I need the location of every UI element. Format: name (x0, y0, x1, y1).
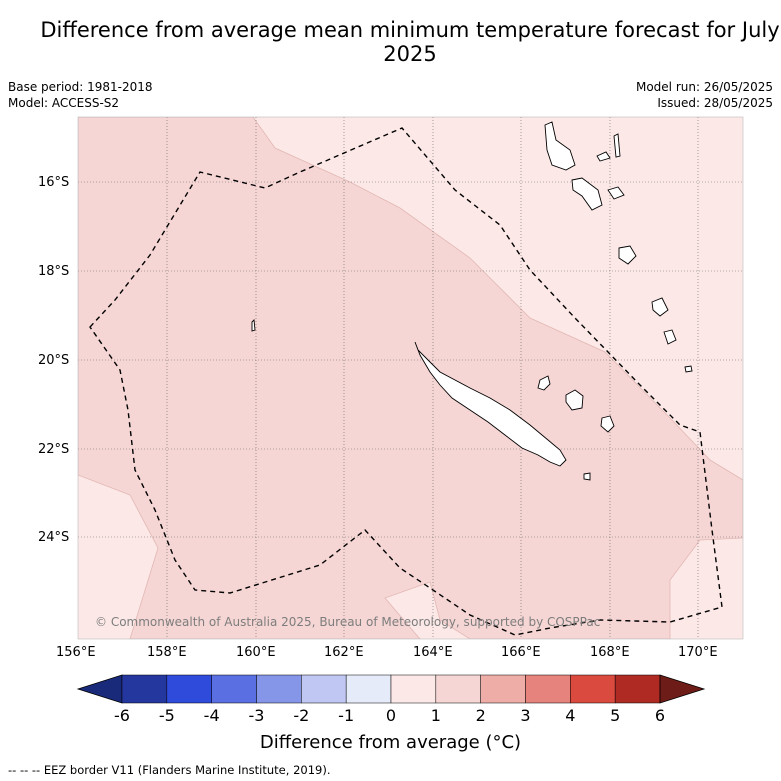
colorbar-box-3 (256, 674, 302, 704)
colorbar-tick-label: 3 (520, 706, 531, 725)
metadata-left: Base period: 1981-2018 Model: ACCESS-S2 (8, 79, 153, 111)
vanuatu-malekula (571, 177, 603, 211)
graticule (78, 117, 743, 639)
lat-label-22: 22°S (38, 442, 70, 457)
colorbar-tick-label: 0 (385, 706, 397, 725)
vanuatu-aneityum (684, 365, 693, 373)
colorbar-tick-label: 2 (475, 706, 486, 725)
lon-label-158: 158°E (147, 645, 187, 660)
vanuatu-efate (618, 245, 637, 265)
loyalty-island-lifou (565, 389, 584, 411)
lon-label-156: 156°E (56, 645, 96, 660)
map-title: Difference from average mean minimum tem… (40, 18, 780, 66)
colorbar-tick-label: -2 (293, 706, 310, 725)
colorbar-box-10 (570, 674, 616, 704)
isle-of-pines (583, 472, 591, 481)
lat-label-16: 16°S (38, 175, 70, 190)
colorbar-box-9 (525, 674, 571, 704)
colorbar-box-1 (166, 674, 212, 704)
colorbar-tick-label: 6 (654, 706, 666, 725)
colorbar-tick-label: -5 (158, 706, 175, 725)
lon-label-160: 160°E (236, 645, 276, 660)
loyalty-island-ouvea (537, 375, 551, 391)
colorbar-tick-label: -3 (248, 706, 265, 725)
colorbar-box-11 (614, 674, 661, 704)
base-period: Base period: 1981-2018 (8, 80, 153, 94)
colorbar-tick-label: -4 (203, 706, 220, 725)
vanuatu-espiritu-santo (544, 121, 576, 171)
colorbar-box-4 (301, 674, 347, 704)
model-run: Model run: 26/05/2025 (635, 80, 773, 94)
colorbar-box-7 (435, 674, 481, 704)
colorbar-tick-label: -1 (338, 706, 355, 725)
colorbar-box-2 (211, 674, 257, 704)
vanuatu-pentecost (613, 133, 621, 158)
eez-border (89, 127, 723, 636)
vanuatu-tanna (663, 329, 677, 345)
colorbar (76, 674, 706, 704)
colorbar-tick-label: 4 (565, 706, 576, 725)
colorbar-boxes (121, 674, 661, 704)
lon-label-162: 162°E (324, 645, 364, 660)
issued-date: Issued: 28/05/2025 (657, 96, 773, 110)
new-caledonia-mainland (414, 341, 567, 467)
lat-label-24: 24°S (38, 530, 70, 545)
lon-label-168: 168°E (590, 645, 630, 660)
colorbar-box-0 (121, 674, 168, 704)
colorbar-box-6 (390, 674, 437, 704)
chesterfield-reef (251, 319, 256, 332)
coastlines (251, 121, 693, 481)
copyright-watermark: © Commonwealth of Australia 2025, Bureau… (95, 615, 600, 629)
colorbar-tick-label: -6 (114, 706, 130, 725)
colorbar-extend-high (659, 674, 706, 704)
vanuatu-ambrym (607, 186, 625, 200)
model-name: Model: ACCESS-S2 (8, 96, 120, 110)
eez-legend-note: -- -- -- EEZ border V11 (Flanders Marine… (8, 763, 331, 777)
lon-label-166: 166°E (501, 645, 541, 660)
lat-label-18: 18°S (38, 264, 70, 279)
lon-label-164: 164°E (413, 645, 453, 660)
vanuatu-maewo (596, 151, 611, 162)
colorbar-title: Difference from average (°C) (259, 732, 522, 753)
colorbar-box-5 (345, 674, 392, 704)
colorbar-tick-label: 5 (610, 706, 621, 725)
colorbar-tick-label: 1 (430, 706, 441, 725)
colorbar-extend-low (76, 674, 123, 704)
anomaly-1-2-region (78, 117, 743, 639)
colorbar-box-8 (480, 674, 526, 704)
metadata-right: Model run: 26/05/2025 Issued: 28/05/2025 (636, 79, 773, 111)
lon-label-170: 170°E (678, 645, 718, 660)
map-area: © Commonwealth of Australia 2025, Bureau… (78, 117, 743, 639)
lat-label-20: 20°S (38, 353, 70, 368)
vanuatu-erromango (651, 297, 669, 317)
map-frame (77, 116, 744, 640)
loyalty-island-mare (600, 415, 615, 433)
